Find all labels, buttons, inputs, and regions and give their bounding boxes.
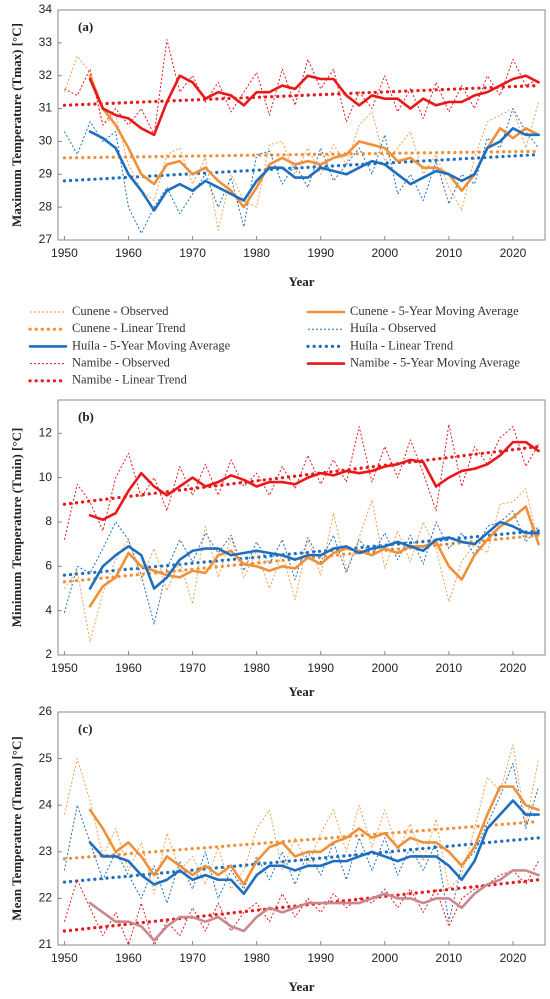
moving-average-line <box>88 520 540 590</box>
x-tick-label: 2000 <box>371 661 398 675</box>
x-tick-label: 2020 <box>500 951 527 965</box>
trend-line <box>62 444 541 506</box>
plot-frame <box>57 9 546 241</box>
legend-label: Cunene - Linear Trend <box>72 321 186 335</box>
y-axis-label: Minimum Temperature (Tmin) [°C] <box>9 428 24 628</box>
observed-line <box>64 39 539 136</box>
panel-label: (c) <box>78 721 92 736</box>
y-tick-label: 2 <box>45 647 52 661</box>
legend-label: Cunene - 5-Year Moving Average <box>350 304 519 318</box>
x-tick-label: 2010 <box>436 951 463 965</box>
x-tick-label: 1960 <box>115 661 142 675</box>
x-tick-label: 1970 <box>179 246 206 260</box>
moving-average-line <box>88 126 540 212</box>
legend-label: Huíla - Linear Trend <box>350 338 454 352</box>
legend-label: Huíla - 5-Year Moving Average <box>72 338 231 352</box>
x-tick-label: 1990 <box>307 246 334 260</box>
y-tick-label: 24 <box>39 797 53 811</box>
legend-label: Namibe - 5-Year Moving Average <box>350 355 520 369</box>
legend: Cunene - Observed Cunene - 5-Year Moving … <box>28 304 520 387</box>
y-tick-label: 32 <box>39 68 53 82</box>
legend-label: Huíla - Observed <box>350 321 437 335</box>
x-tick-label: 1980 <box>243 951 270 965</box>
panel-label: (a) <box>78 19 93 34</box>
x-tick-label: 1970 <box>179 951 206 965</box>
x-tick-label: 1960 <box>115 246 142 260</box>
x-axis-label: Year <box>289 979 315 994</box>
x-axis-label: Year <box>289 684 315 699</box>
x-tick-label: 1980 <box>243 246 270 260</box>
x-tick-label: 1950 <box>51 661 78 675</box>
y-tick-label: 4 <box>45 603 52 617</box>
observed-line <box>63 762 540 923</box>
y-tick-label: 10 <box>39 470 53 484</box>
y-tick-label: 21 <box>39 937 53 951</box>
x-tick-label: 2010 <box>436 246 463 260</box>
y-tick-label: 31 <box>39 101 53 115</box>
moving-average-line <box>88 505 540 608</box>
y-tick-label: 12 <box>39 425 53 439</box>
y-tick-label: 8 <box>45 514 52 528</box>
moving-average-line <box>88 869 540 942</box>
y-axis-label: Maximum Temperature (Tmax) [°C] <box>9 23 24 227</box>
moving-average-line <box>88 74 540 209</box>
x-tick-label: 2000 <box>371 246 398 260</box>
trend-line <box>62 836 541 884</box>
y-tick-label: 22 <box>39 891 53 905</box>
x-tick-label: 2010 <box>436 661 463 675</box>
x-tick-label: 2000 <box>371 951 398 965</box>
x-tick-label: 1980 <box>243 661 270 675</box>
y-tick-label: 26 <box>39 704 53 718</box>
legend-label: Namibe - Observed <box>72 355 171 369</box>
x-tick-label: 1950 <box>51 951 78 965</box>
y-tick-label: 29 <box>39 166 53 180</box>
x-tick-label: 1960 <box>115 951 142 965</box>
y-tick-label: 28 <box>39 199 53 213</box>
y-tick-label: 6 <box>45 558 52 572</box>
x-tick-label: 1990 <box>307 951 334 965</box>
moving-average-line <box>88 785 540 886</box>
y-tick-label: 33 <box>39 35 53 49</box>
x-axis-label: Year <box>289 274 315 289</box>
y-tick-label: 34 <box>39 2 53 16</box>
x-tick-label: 1950 <box>51 246 78 260</box>
observed-line <box>64 488 540 643</box>
moving-average-line <box>88 440 540 522</box>
trend-line <box>62 149 541 160</box>
y-axis-label: Mean Temperature (Tmean) [°C] <box>9 736 24 920</box>
trend-line <box>62 819 541 861</box>
y-tick-label: 25 <box>39 751 53 765</box>
legend-label: Namibe - Linear Trend <box>72 373 188 387</box>
x-tick-label: 2020 <box>500 246 527 260</box>
plot-frame <box>57 399 546 656</box>
y-tick-label: 30 <box>39 134 53 148</box>
panel-label: (b) <box>78 409 94 424</box>
observed-line <box>63 860 540 946</box>
y-tick-label: 23 <box>39 844 53 858</box>
x-tick-label: 1990 <box>307 661 334 675</box>
legend-label: Cunene - Observed <box>72 304 169 318</box>
moving-average-line <box>88 74 540 137</box>
x-tick-label: 2020 <box>500 661 527 675</box>
x-tick-label: 1970 <box>179 661 206 675</box>
observed-line <box>63 108 539 234</box>
y-tick-label: 27 <box>39 232 53 246</box>
plot-frame <box>57 711 546 946</box>
observed-line <box>63 423 540 540</box>
moving-average-line <box>88 799 540 896</box>
